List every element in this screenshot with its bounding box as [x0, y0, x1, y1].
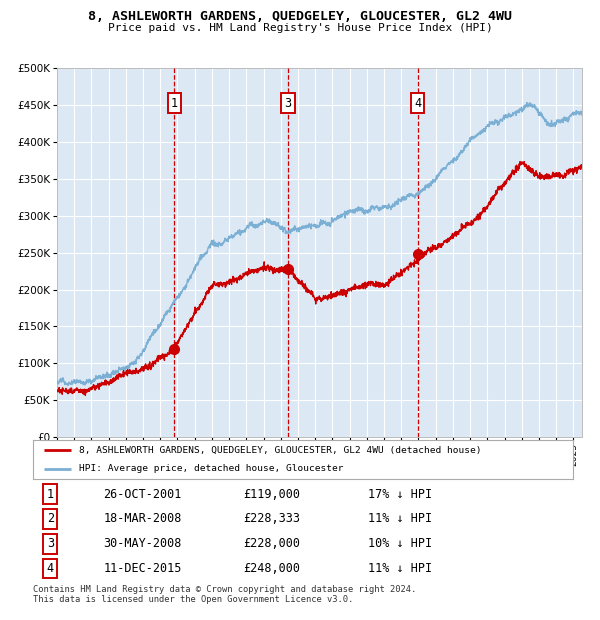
Text: HPI: Average price, detached house, Gloucester: HPI: Average price, detached house, Glou… — [79, 464, 343, 473]
Text: Contains HM Land Registry data © Crown copyright and database right 2024.
This d: Contains HM Land Registry data © Crown c… — [33, 585, 416, 604]
Text: 8, ASHLEWORTH GARDENS, QUEDGELEY, GLOUCESTER, GL2 4WU: 8, ASHLEWORTH GARDENS, QUEDGELEY, GLOUCE… — [88, 10, 512, 23]
Text: £228,000: £228,000 — [244, 538, 301, 550]
Text: 8, ASHLEWORTH GARDENS, QUEDGELEY, GLOUCESTER, GL2 4WU (detached house): 8, ASHLEWORTH GARDENS, QUEDGELEY, GLOUCE… — [79, 446, 481, 454]
Text: Price paid vs. HM Land Registry's House Price Index (HPI): Price paid vs. HM Land Registry's House … — [107, 23, 493, 33]
Text: 11-DEC-2015: 11-DEC-2015 — [103, 562, 182, 575]
Text: £248,000: £248,000 — [244, 562, 301, 575]
Text: 2: 2 — [47, 513, 54, 525]
Text: 11% ↓ HPI: 11% ↓ HPI — [368, 562, 432, 575]
Text: 3: 3 — [47, 538, 54, 550]
Text: 4: 4 — [414, 97, 421, 110]
Text: 1: 1 — [47, 488, 54, 500]
Text: 1: 1 — [171, 97, 178, 110]
Text: 30-MAY-2008: 30-MAY-2008 — [103, 538, 182, 550]
Text: 26-OCT-2001: 26-OCT-2001 — [103, 488, 182, 500]
Text: 10% ↓ HPI: 10% ↓ HPI — [368, 538, 432, 550]
Text: £228,333: £228,333 — [244, 513, 301, 525]
Text: 18-MAR-2008: 18-MAR-2008 — [103, 513, 182, 525]
Text: 3: 3 — [284, 97, 292, 110]
Text: 4: 4 — [47, 562, 54, 575]
Text: £119,000: £119,000 — [244, 488, 301, 500]
Text: 17% ↓ HPI: 17% ↓ HPI — [368, 488, 432, 500]
Text: 11% ↓ HPI: 11% ↓ HPI — [368, 513, 432, 525]
